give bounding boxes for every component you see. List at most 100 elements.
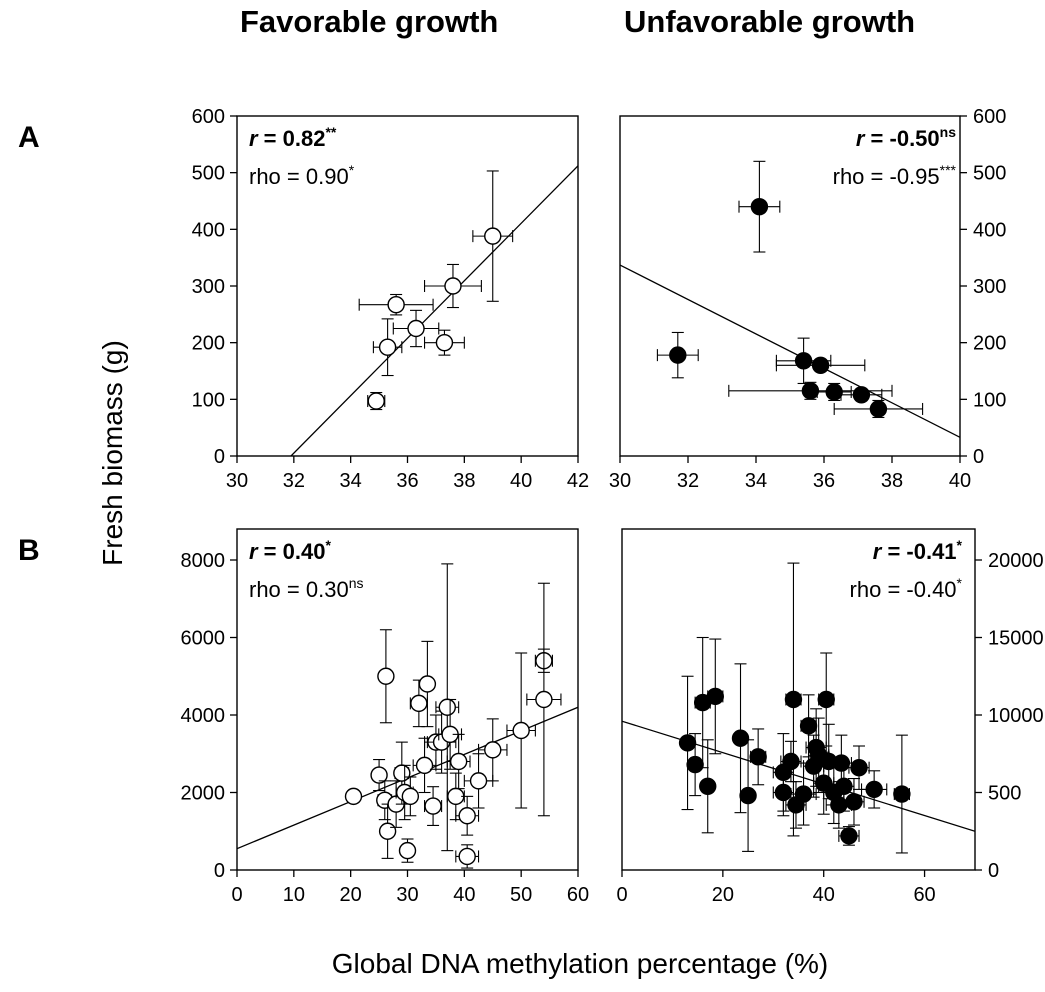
data-point-group xyxy=(472,170,514,302)
filled-marker xyxy=(850,759,868,777)
data-point-group xyxy=(418,640,437,728)
data-point-group xyxy=(392,309,440,348)
open-marker xyxy=(367,392,385,410)
panel-label-a: A xyxy=(18,121,40,154)
data-point-group xyxy=(790,762,817,826)
y-tick-label: 600 xyxy=(192,106,225,128)
correlation-r: r = 0.40* xyxy=(249,537,331,564)
data-point-group xyxy=(678,675,697,811)
data-point-group xyxy=(358,293,434,316)
x-axis-title: Global DNA methylation percentage (%) xyxy=(331,948,829,979)
open-marker xyxy=(444,277,462,295)
filled-marker xyxy=(706,687,724,706)
open-marker xyxy=(438,698,456,716)
y-tick-label: 200 xyxy=(973,333,1006,355)
open-marker xyxy=(387,296,405,314)
y-tick-label: 500 xyxy=(192,163,225,185)
data-layer xyxy=(622,562,975,854)
x-tick-label: 40 xyxy=(949,470,971,492)
x-tick-label: 36 xyxy=(396,470,418,492)
data-point-group xyxy=(423,329,465,356)
x-tick-label: 38 xyxy=(881,470,903,492)
data-point-group xyxy=(446,772,465,821)
filled-marker xyxy=(731,729,750,747)
open-marker xyxy=(458,847,476,866)
open-marker xyxy=(484,741,502,759)
open-marker xyxy=(377,667,395,685)
filled-marker xyxy=(840,827,858,845)
open-marker xyxy=(410,694,428,713)
data-point-group xyxy=(738,160,781,253)
data-point-group xyxy=(526,582,562,817)
filled-marker xyxy=(845,793,863,811)
open-marker xyxy=(393,764,411,782)
y-tick-label: 500 xyxy=(988,783,1021,805)
x-tick-label: 60 xyxy=(567,884,589,906)
open-marker xyxy=(378,338,397,356)
y-tick-label: 400 xyxy=(192,219,225,241)
y-tick-label: 10000 xyxy=(988,705,1044,727)
data-point-group xyxy=(423,786,443,826)
x-tick-label: 34 xyxy=(745,470,767,492)
y-tick-label: 6000 xyxy=(181,628,226,650)
data-point-group xyxy=(833,760,855,812)
data-point-group xyxy=(706,638,724,755)
correlation-r: r = -0.41* xyxy=(873,537,963,564)
y-tick-label: 300 xyxy=(973,276,1006,298)
filled-marker xyxy=(869,400,888,418)
data-point-group xyxy=(780,740,802,783)
plot-frame xyxy=(621,528,976,871)
open-marker xyxy=(449,752,468,771)
column-title-favorable: Favorable growth xyxy=(240,4,499,39)
data-point-group xyxy=(843,777,865,826)
data-point-group xyxy=(344,787,363,806)
data-layer xyxy=(620,160,960,438)
column-title-unfavorable: Unfavorable growth xyxy=(624,4,916,39)
y-tick-label: 200 xyxy=(192,333,225,355)
y-tick-label: 20000 xyxy=(988,550,1044,572)
y-tick-label: 500 xyxy=(973,163,1006,185)
filled-marker xyxy=(794,785,813,803)
open-marker xyxy=(458,807,476,825)
x-tick-label: 30 xyxy=(226,470,248,492)
regression-line xyxy=(290,165,578,456)
filled-marker xyxy=(794,352,813,370)
x-tick-label: 40 xyxy=(510,470,532,492)
data-point-group xyxy=(833,399,924,419)
x-tick-label: 0 xyxy=(616,884,627,906)
open-marker xyxy=(344,787,363,806)
filled-marker xyxy=(678,734,697,752)
filled-marker xyxy=(782,752,800,771)
filled-marker xyxy=(825,383,843,401)
data-layer xyxy=(290,165,578,456)
data-point-group xyxy=(848,745,870,790)
x-tick-label: 60 xyxy=(913,884,935,906)
y-tick-label: 300 xyxy=(192,276,225,298)
data-point-group xyxy=(840,386,883,404)
data-point-group xyxy=(693,636,712,769)
data-point-group xyxy=(731,663,750,814)
filled-marker xyxy=(835,777,853,795)
data-point-group xyxy=(377,629,395,724)
filled-marker xyxy=(893,785,911,803)
open-marker xyxy=(435,333,454,352)
data-point-group xyxy=(455,795,480,836)
filled-marker xyxy=(801,382,820,400)
correlation-rho: rho = -0.95*** xyxy=(833,162,957,189)
open-marker xyxy=(424,797,442,815)
data-point-group xyxy=(817,652,835,747)
x-tick-label: 20 xyxy=(712,884,734,906)
data-point-group xyxy=(893,734,911,854)
open-marker xyxy=(512,721,530,740)
open-marker xyxy=(469,772,488,790)
data-point-group xyxy=(372,318,403,377)
correlation-r: r = -0.50ns xyxy=(856,124,956,151)
data-point-group xyxy=(749,728,767,786)
y-tick-label: 0 xyxy=(988,860,999,882)
data-point-group xyxy=(446,733,471,790)
data-point-group xyxy=(423,263,482,309)
data-point-group xyxy=(656,331,699,379)
x-tick-label: 30 xyxy=(609,470,631,492)
x-tick-label: 20 xyxy=(340,884,362,906)
